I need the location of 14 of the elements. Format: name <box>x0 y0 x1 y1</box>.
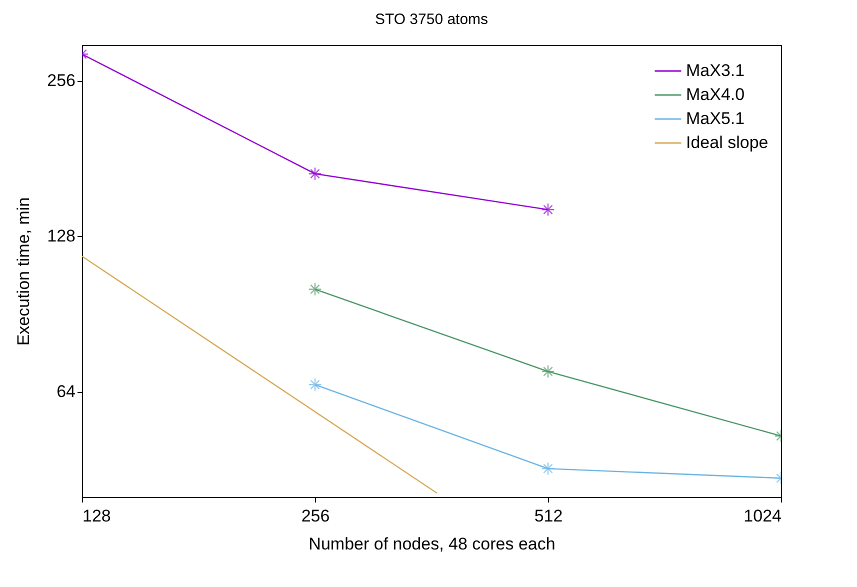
legend-label: MaX4.0 <box>686 85 745 104</box>
legend-label: Ideal slope <box>686 133 768 152</box>
y-tick-label: 128 <box>47 226 76 246</box>
legend-label: MaX3.1 <box>686 61 745 80</box>
y-tick-label: 64 <box>56 382 76 402</box>
chart-title: STO 3750 atoms <box>374 11 488 28</box>
x-tick-label: 512 <box>534 506 563 526</box>
x-axis-title: Number of nodes, 48 cores each <box>308 534 556 554</box>
y-tick-label: 256 <box>47 71 76 90</box>
x-tick-label: 1024 <box>744 506 782 526</box>
legend-label: MaX5.1 <box>686 109 745 128</box>
y-axis-title: Execution time, min <box>14 197 34 346</box>
x-tick-label: 256 <box>301 506 330 526</box>
x-tick-label: 128 <box>82 506 111 526</box>
